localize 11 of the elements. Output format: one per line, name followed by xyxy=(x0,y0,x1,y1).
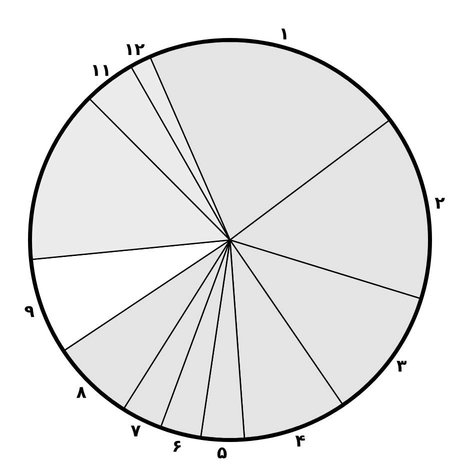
slice-label: ۲ xyxy=(434,198,445,209)
slice-label: ۴ xyxy=(295,436,305,447)
slice-label: ۱۱ xyxy=(93,65,108,76)
slice-label: ۶ xyxy=(173,440,181,452)
slice-label: ۳ xyxy=(396,360,407,372)
slice-label: ۹ xyxy=(24,306,34,318)
slice-label: ۸ xyxy=(76,387,86,398)
slice-label: ۵ xyxy=(217,447,227,458)
slice-label: ۷ xyxy=(130,426,141,436)
slice-label: ۱۲ xyxy=(126,44,145,56)
slice-label: ۱ xyxy=(281,28,286,40)
